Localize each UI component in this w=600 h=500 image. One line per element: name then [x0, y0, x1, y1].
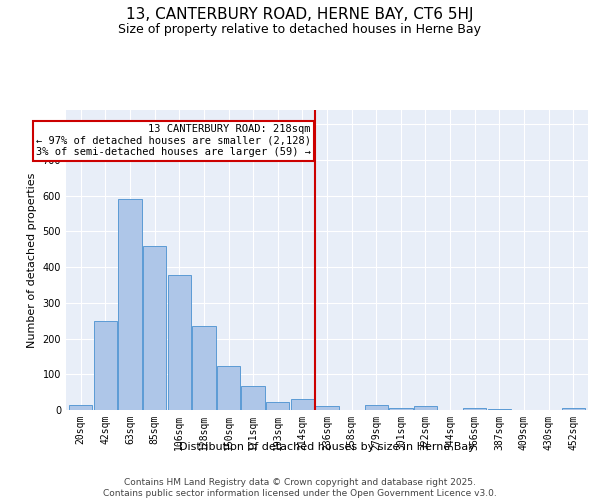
Bar [389, 408, 413, 410]
Y-axis label: Number of detached properties: Number of detached properties [27, 172, 37, 348]
Bar [316, 406, 338, 410]
Bar [266, 402, 289, 410]
Text: Size of property relative to detached houses in Herne Bay: Size of property relative to detached ho… [119, 22, 482, 36]
Text: Contains HM Land Registry data © Crown copyright and database right 2025.
Contai: Contains HM Land Registry data © Crown c… [103, 478, 497, 498]
Bar [463, 408, 487, 410]
Bar [94, 320, 117, 410]
Bar [217, 366, 240, 410]
Bar [488, 409, 511, 410]
Text: Distribution of detached houses by size in Herne Bay: Distribution of detached houses by size … [179, 442, 475, 452]
Bar [167, 275, 191, 410]
Bar [365, 406, 388, 410]
Bar [414, 406, 437, 410]
Bar [118, 200, 142, 410]
Bar [143, 246, 166, 410]
Text: 13, CANTERBURY ROAD, HERNE BAY, CT6 5HJ: 13, CANTERBURY ROAD, HERNE BAY, CT6 5HJ [126, 8, 474, 22]
Bar [241, 386, 265, 410]
Bar [192, 326, 215, 410]
Bar [69, 404, 92, 410]
Bar [290, 398, 314, 410]
Text: 13 CANTERBURY ROAD: 218sqm
← 97% of detached houses are smaller (2,128)
3% of se: 13 CANTERBURY ROAD: 218sqm ← 97% of deta… [36, 124, 311, 158]
Bar [562, 408, 585, 410]
